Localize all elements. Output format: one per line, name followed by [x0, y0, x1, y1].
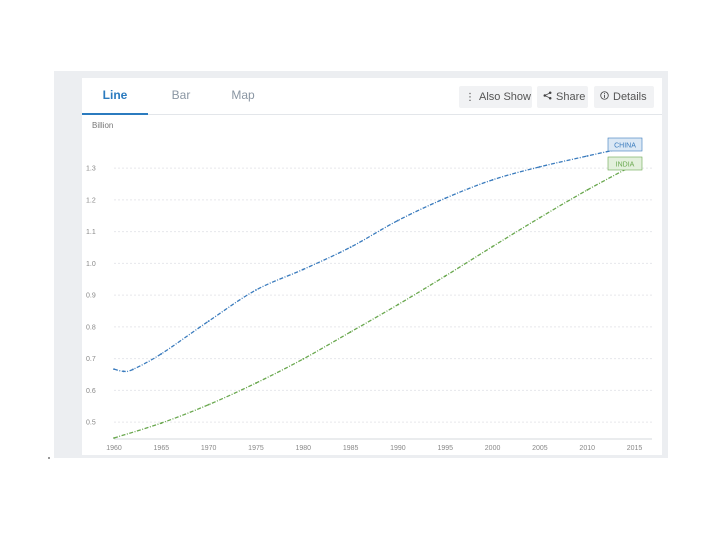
series-tag-box-india	[607, 156, 643, 171]
y-tick-label: 0.8	[86, 324, 96, 331]
data-point-india	[113, 437, 115, 439]
data-point-china	[302, 268, 305, 271]
data-point-india	[160, 422, 163, 424]
share-icon	[543, 87, 552, 109]
share-button[interactable]: Share	[537, 86, 588, 108]
y-tick-label: 1.3	[86, 166, 96, 173]
x-tick-label: 2000	[485, 445, 501, 452]
details-button[interactable]: Details	[594, 86, 654, 108]
x-tick-label: 1995	[437, 445, 453, 452]
tab-line[interactable]: Line	[82, 78, 148, 115]
line-chart: 1.3 1.2 1.1 1.0 0.9 0.8 0.7 0.6 0.5 1960 1965 1970 1…	[86, 137, 652, 452]
x-tick-label: 2010	[579, 445, 595, 452]
data-point-india	[397, 303, 399, 306]
series-tag-india: INDIA	[616, 162, 635, 169]
data-point-china	[255, 289, 257, 291]
details-label: Details	[613, 91, 647, 103]
also-show-button[interactable]: ⋮ Also Show	[459, 86, 532, 108]
info-icon	[600, 87, 609, 109]
series-tag-china: CHINA	[614, 143, 636, 150]
chart-card: Line Bar Map ⋮ Also Show Share Details Bi…	[82, 78, 662, 455]
edge-dot	[48, 457, 50, 459]
y-tick-label: 0.5	[86, 420, 96, 427]
data-point-china	[113, 368, 115, 370]
data-point-india	[491, 245, 494, 248]
x-tick-label: 1975	[248, 445, 264, 452]
data-point-india	[207, 403, 210, 406]
x-tick-label: 1985	[343, 445, 359, 452]
series-line-india	[113, 164, 635, 439]
x-tick-label: 2005	[532, 445, 548, 452]
x-tick-label: 1990	[390, 445, 406, 452]
y-tick-label: 0.7	[86, 356, 96, 363]
data-point-china	[132, 368, 134, 371]
tab-bar: Line Bar Map ⋮ Also Show Share Details	[82, 78, 662, 115]
data-point-china	[207, 320, 210, 323]
chart-frame: Line Bar Map ⋮ Also Show Share Details Bi…	[54, 71, 668, 458]
series-line-china	[113, 144, 635, 373]
series-tag-box-china	[607, 137, 643, 152]
data-point-china	[586, 155, 589, 157]
x-tick-label: 1960	[106, 445, 122, 452]
y-tick-label: 0.9	[86, 293, 96, 300]
x-tick-label: 1980	[295, 445, 311, 452]
x-tick-label: 1970	[201, 445, 217, 452]
also-show-label: Also Show	[479, 91, 531, 103]
x-tick-label: 1965	[154, 445, 170, 452]
data-point-china	[397, 219, 399, 222]
data-point-india	[302, 358, 305, 360]
share-label: Share	[556, 91, 586, 103]
vertical-ellipsis-icon: ⋮	[465, 92, 475, 103]
y-tick-label: 1.2	[86, 197, 96, 204]
data-point-china	[444, 197, 447, 200]
data-point-india	[255, 382, 257, 384]
data-point-china	[160, 352, 163, 355]
y-tick-label: 0.6	[86, 388, 96, 395]
y-tick-label: 1.0	[86, 261, 96, 268]
y-axis-unit-label: Billion	[92, 121, 114, 130]
data-point-india	[538, 216, 541, 219]
y-tick-label: 1.1	[86, 229, 96, 236]
data-point-india	[444, 275, 447, 277]
data-point-india	[586, 189, 589, 191]
x-tick-label: 2015	[627, 445, 643, 452]
tab-map[interactable]: Map	[231, 88, 255, 102]
data-point-china	[349, 246, 352, 249]
data-point-china	[122, 370, 125, 373]
data-point-china	[538, 165, 541, 168]
data-point-china	[491, 178, 494, 181]
tab-bar-chart[interactable]: Bar	[171, 88, 191, 102]
data-point-india	[349, 331, 352, 333]
